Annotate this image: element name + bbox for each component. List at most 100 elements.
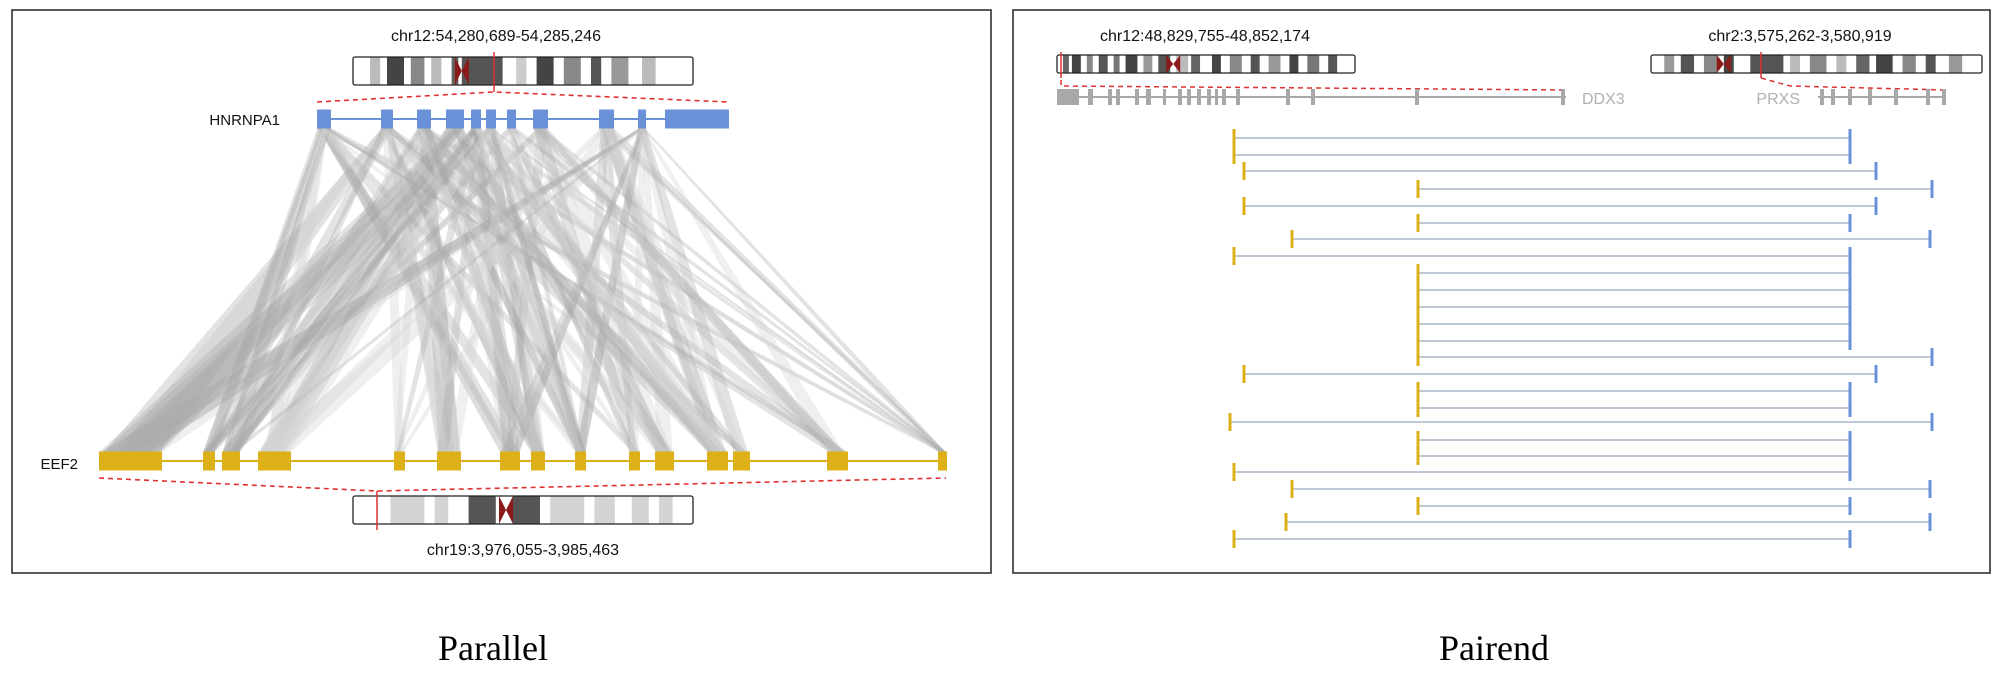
junction-link — [474, 128, 583, 452]
junction-link — [231, 128, 479, 452]
ideogram-band — [387, 57, 404, 85]
gene-track-prxs — [1818, 89, 1946, 105]
junction-link — [203, 128, 393, 452]
junction-link — [507, 128, 585, 452]
exon — [599, 109, 614, 129]
right-zoom-guide — [1760, 77, 1948, 91]
ideogram-band — [1703, 55, 1718, 73]
ideogram-band — [1071, 55, 1081, 73]
ideogram-outline — [1650, 54, 1983, 74]
junction-link — [100, 128, 646, 452]
ideogram-band — [1158, 55, 1171, 73]
exon — [394, 451, 405, 471]
junction-link — [446, 128, 586, 452]
ideogram-band — [1809, 55, 1827, 73]
junction-link — [317, 128, 514, 452]
exon — [1163, 89, 1166, 105]
junction-link — [206, 128, 547, 452]
ideogram-band — [431, 57, 442, 85]
top-zoom-guide — [316, 91, 730, 103]
junction-link — [317, 128, 545, 452]
exon — [1820, 89, 1824, 105]
ideogram-band — [642, 57, 656, 85]
gene-track-ddx3 — [1057, 89, 1566, 105]
ideogram-band — [1176, 55, 1189, 73]
junction-link — [423, 128, 725, 452]
junction-link — [203, 128, 324, 452]
junction-link — [488, 128, 584, 452]
junction-link — [261, 128, 457, 452]
junction-link — [382, 128, 673, 452]
right-ideogram — [1650, 54, 1983, 74]
junction-link — [417, 128, 726, 452]
exon — [1197, 89, 1201, 105]
junction-link — [486, 128, 636, 452]
junction-link — [383, 128, 405, 452]
ideogram-band — [1229, 55, 1242, 73]
junction-link — [600, 128, 727, 452]
junction-link — [319, 128, 640, 452]
ideogram-band — [550, 496, 585, 524]
junction-link — [605, 128, 947, 452]
junction-link — [601, 128, 719, 452]
exon — [1286, 89, 1290, 105]
junction-link — [203, 128, 492, 452]
exon — [665, 109, 729, 129]
junction-link — [422, 128, 455, 452]
centromere — [1723, 55, 1731, 73]
junction-link — [490, 128, 545, 452]
exon — [1215, 89, 1218, 105]
exon — [381, 109, 393, 129]
junction-link — [323, 128, 843, 452]
ideogram-band — [390, 496, 425, 524]
junction-link — [638, 128, 722, 452]
exon — [655, 451, 674, 471]
junction-link — [395, 128, 548, 452]
junction-link — [263, 128, 455, 452]
junction-link — [268, 128, 462, 452]
exon — [827, 451, 848, 471]
junction-link — [103, 128, 645, 452]
junction-link — [472, 128, 844, 452]
ideogram-band — [1125, 55, 1138, 73]
exon — [258, 451, 291, 471]
junction-link — [505, 128, 548, 452]
junction-link — [223, 128, 464, 452]
junction-link — [423, 128, 544, 452]
gene-label-prxs: PRXS — [1756, 91, 1800, 108]
parallel-caption: Parallel — [438, 628, 548, 668]
left-locus-label: chr12:48,829,755-48,852,174 — [1100, 28, 1310, 45]
centromere — [1716, 55, 1724, 73]
junction-link — [471, 128, 515, 452]
junction-link — [473, 128, 942, 452]
junction-link — [454, 128, 728, 452]
junction-link — [474, 128, 520, 452]
junction-link — [381, 128, 668, 452]
ideogram-band — [1836, 55, 1847, 73]
ideogram-band — [536, 57, 554, 85]
ideogram-band — [1086, 55, 1093, 73]
junction-link — [384, 128, 748, 452]
junction-link — [394, 128, 430, 452]
junction-link — [381, 128, 847, 452]
junction-link — [384, 128, 449, 452]
junction-link — [102, 128, 481, 452]
junction-link — [486, 128, 539, 452]
junction-link — [223, 128, 329, 452]
junction-link — [204, 128, 463, 452]
ideogram-band — [370, 57, 381, 85]
exon — [1207, 89, 1211, 105]
junction-link — [264, 128, 328, 452]
junction-link — [488, 128, 943, 452]
junction-link — [533, 128, 673, 452]
junction-link — [205, 128, 328, 452]
left-zoom-guide — [1060, 80, 1567, 91]
junction-link — [417, 128, 947, 452]
exon — [1057, 89, 1079, 105]
ideogram-band — [1250, 55, 1260, 73]
bottom-locus-label: chr19:3,976,055-3,985,463 — [427, 542, 619, 559]
ideogram-band — [468, 496, 496, 524]
junction-link — [475, 128, 727, 452]
junction-link — [418, 128, 585, 452]
centromere — [506, 496, 513, 524]
